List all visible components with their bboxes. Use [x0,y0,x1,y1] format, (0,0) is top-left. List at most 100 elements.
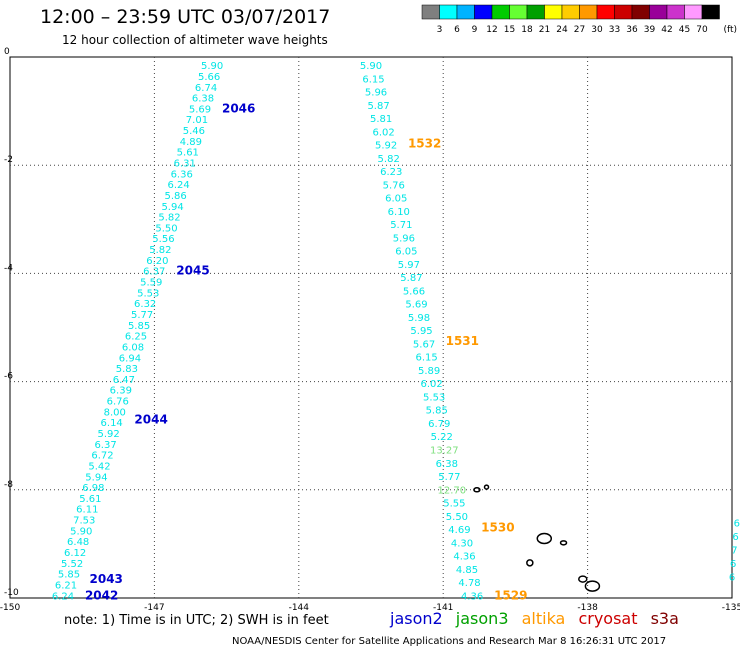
wave-height-value: 6.31 [174,158,196,169]
wave-height-value: 6.12 [64,548,86,559]
y-tick-label: 0 [4,47,10,57]
wave-height-value: 4.85 [456,565,478,576]
wave-height-value: 5.67 [413,339,435,350]
y-tick-label: -2 [4,155,13,165]
colorbar-label: 70 [696,25,708,35]
wave-height-value: 5.92 [97,429,119,440]
wave-height-value: 6.15 [362,74,384,85]
wave-height-value: 6.20 [146,256,168,267]
colorbar-label: 27 [574,25,585,35]
time-label: 1529 [494,588,527,602]
time-label: 2044 [134,412,167,426]
wave-height-value: 7.01 [186,115,208,126]
wave-height-value: 7.53 [73,516,95,527]
wave-height-value: 5.22 [431,432,453,443]
wave-height-value: 13.27 [430,445,459,456]
colorbar-label: 3 [437,25,443,35]
wave-height-value: 5.61 [79,494,101,505]
island-outline [559,540,568,546]
wave-height-value: 5.89 [418,366,440,377]
wave-height-value: 6.02 [421,379,443,390]
wave-height-value: 5.97 [398,260,420,271]
wave-height-value: 5.90 [360,61,382,72]
wave-height-value: 5.53 [423,392,445,403]
colorbar-label: 9 [472,25,478,35]
legend-cryosat: cryosat [578,609,638,628]
colorbar-label: 45 [679,25,690,35]
island-outline [483,484,490,490]
wave-height-value: 6.37 [143,267,165,278]
wave-height-value: 6 [730,559,736,570]
wave-height-value: 6.08 [122,342,144,353]
wave-height-value: 5.94 [161,202,183,213]
wave-height-value: 5.87 [367,101,389,112]
wave-height-value: 6.98 [82,483,104,494]
wave-height-value: 6.15 [415,353,437,364]
wave-height-value: 5.59 [140,278,162,289]
island-outline [584,580,601,592]
wave-height-value: 5.82 [149,245,171,256]
wave-height-value: 5.82 [378,154,400,165]
wave-height-value: 5.98 [408,313,430,324]
time-label: 1532 [408,137,441,151]
x-tick-label: -147 [144,603,164,613]
wave-height-value: 5.85 [426,406,448,417]
wave-height-value: 6 [734,518,740,529]
wave-height-value: 6.24 [168,180,190,191]
colorbar-legend: 3 6 9 12 15 18 21 24 27 30 33 36 39 42 45 70 (ft) [421,4,737,35]
time-label: 2042 [85,588,118,602]
time-label: 2046 [222,101,255,115]
wave-height-value: 5.77 [438,472,460,483]
wave-height-value: 6.05 [385,194,407,205]
colorbar-label: 24 [556,25,568,35]
wave-height-value: 5.83 [116,364,138,375]
wave-height-value: 6.24 [52,591,74,602]
wave-height-value: 5.55 [443,499,465,510]
wave-height-value: 5.50 [155,223,177,234]
wave-height-value: 5.46 [183,126,205,137]
wave-height-value: 6.10 [388,207,410,218]
wave-height-value: 5.81 [370,114,392,125]
colorbar-label: 12 [486,25,497,35]
legend-altika: altika [521,609,566,628]
island-outline [473,487,481,493]
time-label: 1530 [481,521,514,535]
island-outline [578,575,588,583]
wave-height-value: 5.42 [88,461,110,472]
chart-subtitle: 12 hour collection of altimeter wave hei… [62,33,328,47]
plot-frame [9,56,733,599]
wave-height-value: 5.53 [137,288,159,299]
colorbar-label: 18 [521,25,533,35]
wave-height-value: 12.70 [438,485,467,496]
wave-height-value: 6.38 [192,94,214,105]
colorbar-label: 15 [504,25,515,35]
wave-height-value: 4.36 [461,591,483,602]
colorbar-label: 39 [644,25,656,35]
wave-height-value: 6.79 [428,419,450,430]
wave-height-value: 5.66 [198,72,220,83]
wave-height-value: 6.47 [113,375,135,386]
satellite-legend: jason2 jason3 altika cryosat s3a [390,609,687,628]
wave-height-value: 6.32 [134,299,156,310]
wave-height-value: 5.61 [177,148,199,159]
colorbar-label: 6 [454,25,460,35]
x-tick-label: -141 [433,603,453,613]
wave-height-value: 5.52 [61,559,83,570]
x-tick-label: -138 [577,603,598,613]
wave-height-value: 5.50 [446,512,468,523]
wave-height-value: 5.86 [164,191,186,202]
wave-height-value: 6.25 [125,332,147,343]
wave-height-value: 6.11 [76,505,98,516]
colorbar-label: 30 [591,25,603,35]
colorbar-label: 21 [539,25,550,35]
wave-height-value: 5.85 [58,570,80,581]
wave-height-value: 5.96 [365,88,387,99]
wave-height-value: 5.56 [152,234,174,245]
colorbar-label: 42 [661,25,672,35]
y-tick-label: -4 [4,263,13,273]
wave-height-value: 4.36 [453,552,475,563]
wave-height-value: 4.78 [458,578,480,589]
wave-height-value: 6.14 [101,418,123,429]
wave-height-value: 4.89 [180,137,202,148]
x-tick-label: -150 [0,603,20,613]
